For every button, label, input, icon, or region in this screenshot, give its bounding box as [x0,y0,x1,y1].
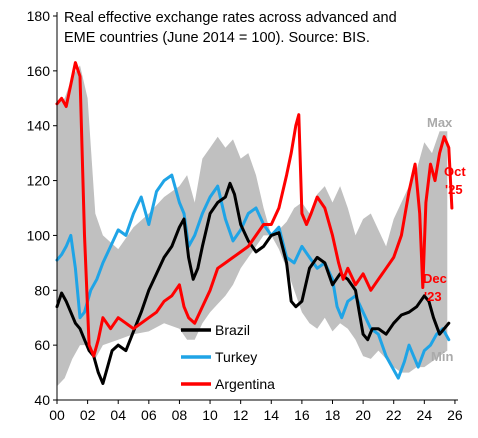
x-tick-label: 16 [294,407,310,423]
axes: 40 60 80 100 120 140 160 180 00 02 04 06 08 10 12 14 16 1… [27,8,463,423]
chart-title: Real effective exchange rates across adv… [64,10,397,46]
annotation-max: Max [427,115,453,130]
x-tick-label: 26 [447,407,463,423]
x-tick-label: 12 [233,407,249,423]
legend-label-turkey: Turkey [215,349,257,365]
x-tick-label: 10 [202,407,218,423]
series-line-turkey [55,173,451,380]
legend: Brazil Turkey Argentina [181,322,275,392]
x-tick-label: 22 [386,407,402,423]
x-tick-label: 18 [325,407,341,423]
x-tick-label: 04 [110,407,126,423]
legend-label-brazil: Brazil [215,322,250,338]
x-tick-label: 06 [141,407,157,423]
x-tick-label: 02 [80,407,96,423]
legend-label-argentina: Argentina [215,376,275,392]
annotation-min: Min [431,349,453,364]
x-tick-label: 00 [49,407,65,423]
x-tick-label: 20 [355,407,371,423]
y-tick-label: 140 [27,118,51,134]
y-tick-label: 160 [27,63,51,79]
x-tick-label: 08 [172,407,188,423]
annotations: Max Min Oct '25 Dec '23 [423,115,466,364]
annotation-oct-25: Oct '25 [444,164,466,197]
y-tick-label: 100 [27,227,51,243]
x-tick-label: 14 [263,407,279,423]
annotation-dec-23: Dec '23 [423,271,447,304]
chart-title-line: Real effective exchange rates across adv… [64,10,397,26]
x-tick-label: 24 [417,407,433,423]
y-tick-label: 120 [27,173,51,189]
min-max-band-layer [57,65,448,387]
chart-title-line: EME countries (June 2014 = 100). Source:… [64,30,370,46]
series-line-argentina [55,61,454,358]
series-line-brazil [55,181,451,385]
y-tick-label: 80 [34,282,50,298]
y-tick-label: 60 [34,337,50,353]
y-tick-label: 180 [27,8,51,24]
min-max-band [57,65,448,387]
y-tick-label: 40 [34,392,50,408]
series-layer [55,61,454,385]
